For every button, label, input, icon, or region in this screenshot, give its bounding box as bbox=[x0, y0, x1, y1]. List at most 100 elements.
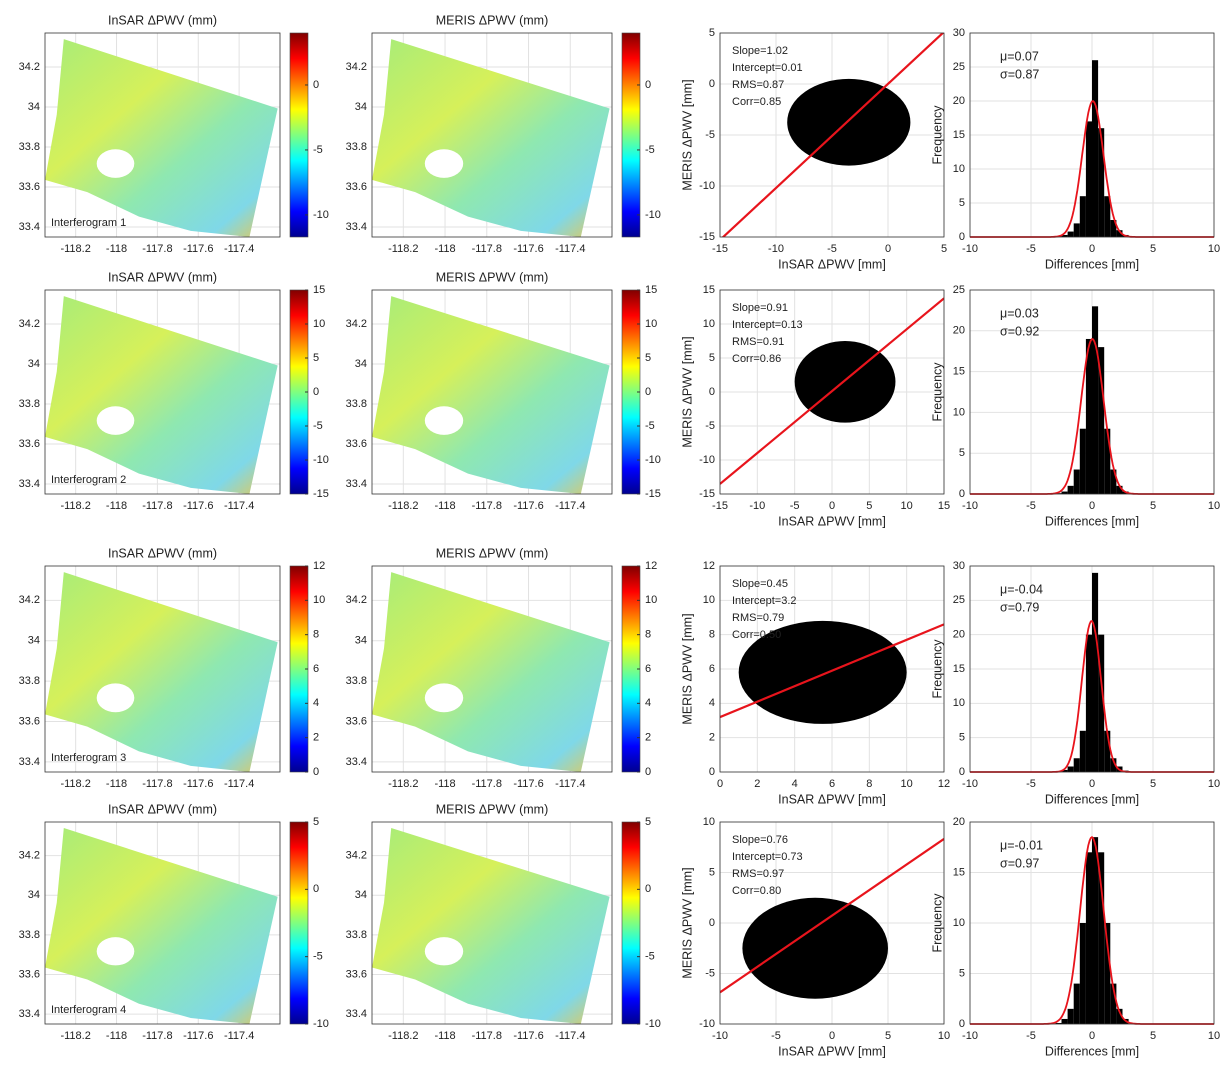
map-swath bbox=[45, 296, 278, 494]
stat-label: Corr=0.80 bbox=[732, 885, 781, 897]
x-tick-label: 10 bbox=[1208, 243, 1220, 255]
x-tick-label: -5 bbox=[771, 1030, 781, 1042]
y-tick-label: 34 bbox=[28, 101, 40, 113]
x-tick-label: 10 bbox=[1208, 500, 1220, 512]
y-tick-label: -10 bbox=[699, 180, 715, 192]
map-hole bbox=[424, 406, 464, 435]
colorbar-tick-label: 0 bbox=[313, 79, 319, 91]
x-tick-label: 0 bbox=[717, 778, 723, 790]
axes-frame bbox=[969, 821, 1215, 1025]
y-tick-label: -15 bbox=[699, 231, 715, 243]
x-tick-label: 5 bbox=[866, 500, 872, 512]
hist-bar bbox=[1110, 983, 1117, 1024]
colorbar bbox=[289, 821, 309, 1025]
x-tick-label: -5 bbox=[1026, 243, 1036, 255]
y-tick-label: 34 bbox=[28, 889, 40, 901]
hist-bar bbox=[1073, 983, 1080, 1024]
x-tick-label: 0 bbox=[1089, 1030, 1095, 1042]
y-tick-label: 20 bbox=[953, 816, 965, 828]
map-title: InSAR ΔPWV (mm) bbox=[108, 546, 217, 560]
hist-bar bbox=[1116, 230, 1123, 237]
axes-frame bbox=[371, 565, 613, 773]
map-annotation: Interferogram 4 bbox=[51, 1004, 126, 1016]
stat-label: μ=-0.01 bbox=[1000, 838, 1043, 852]
colorbar-tick-label: 6 bbox=[313, 663, 319, 675]
map-title: InSAR ΔPWV (mm) bbox=[108, 270, 217, 284]
x-tick-label: 5 bbox=[1150, 778, 1156, 790]
hist-bar bbox=[1079, 923, 1086, 1024]
x-axis-label: InSAR ΔPWV [mm] bbox=[778, 257, 886, 271]
y-tick-label: 33.8 bbox=[346, 141, 367, 153]
y-tick-label: 25 bbox=[953, 594, 965, 606]
colorbar-tick-label: 0 bbox=[313, 883, 319, 895]
y-tick-label: 0 bbox=[709, 917, 715, 929]
x-tick-label: -117.4 bbox=[224, 243, 254, 255]
x-tick-label: -118 bbox=[434, 778, 455, 790]
y-tick-label: 34.2 bbox=[346, 850, 367, 862]
y-tick-label: 2 bbox=[709, 732, 715, 744]
axes-frame bbox=[969, 289, 1215, 495]
x-tick-label: -117.8 bbox=[472, 1030, 502, 1042]
stat-label: Corr=0.85 bbox=[732, 96, 781, 108]
stat-label: σ=0.79 bbox=[1000, 600, 1039, 614]
map-hole bbox=[96, 149, 135, 178]
colorbar-tick-label: -5 bbox=[313, 420, 323, 432]
x-tick-label: 0 bbox=[829, 500, 835, 512]
x-tick-label: 5 bbox=[885, 1030, 891, 1042]
y-tick-label: 33.4 bbox=[346, 221, 367, 233]
hist-bar bbox=[1085, 121, 1092, 237]
y-axis-label: MERIS ΔPWV [mm] bbox=[680, 79, 694, 190]
x-tick-label: -117.6 bbox=[183, 243, 213, 255]
map-hole bbox=[96, 937, 135, 966]
y-tick-label: 33.6 bbox=[346, 715, 367, 727]
y-tick-label: 4 bbox=[709, 697, 715, 709]
colorbar-tick-label: 2 bbox=[645, 732, 651, 744]
map-title: MERIS ΔPWV (mm) bbox=[436, 13, 549, 27]
y-tick-label: 33.8 bbox=[346, 398, 367, 410]
axes-frame bbox=[44, 821, 281, 1025]
axes-frame bbox=[371, 289, 613, 495]
x-tick-label: -118.2 bbox=[388, 778, 418, 790]
x-tick-label: 0 bbox=[885, 243, 891, 255]
y-tick-label: 33.8 bbox=[346, 675, 367, 687]
map-hole bbox=[424, 149, 464, 178]
y-tick-label: 0 bbox=[959, 1018, 965, 1030]
hist-bar bbox=[1098, 634, 1105, 772]
fit-line bbox=[720, 297, 944, 485]
stat-label: RMS=0.79 bbox=[732, 612, 784, 624]
colorbar-tick-label: 4 bbox=[313, 697, 319, 709]
y-tick-label: 10 bbox=[953, 697, 965, 709]
axes-frame bbox=[371, 821, 613, 1025]
hist-bar bbox=[1073, 469, 1080, 494]
x-tick-label: -118.2 bbox=[60, 243, 90, 255]
map-swath bbox=[372, 572, 610, 772]
colorbar-tick-label: -5 bbox=[645, 951, 655, 963]
hist-bar bbox=[1092, 306, 1099, 494]
x-tick-label: -10 bbox=[749, 500, 765, 512]
x-axis-label: Differences [mm] bbox=[1045, 257, 1139, 271]
y-tick-label: 33.4 bbox=[19, 1008, 40, 1020]
hist-bar bbox=[1098, 852, 1105, 1024]
y-tick-label: 10 bbox=[953, 917, 965, 929]
point-cloud bbox=[738, 620, 907, 724]
x-tick-label: -5 bbox=[1026, 500, 1036, 512]
hist-bar bbox=[1061, 1018, 1068, 1024]
axes-frame bbox=[719, 821, 945, 1025]
stat-label: Corr=0.86 bbox=[732, 353, 781, 365]
x-tick-label: -117.8 bbox=[142, 1030, 172, 1042]
y-tick-label: 0 bbox=[959, 488, 965, 500]
x-tick-label: -118 bbox=[106, 778, 127, 790]
y-tick-label: 33.6 bbox=[346, 438, 367, 450]
x-tick-label: -118.2 bbox=[388, 500, 418, 512]
colorbar-tick-label: -10 bbox=[313, 1018, 329, 1030]
colorbar bbox=[621, 821, 641, 1025]
x-tick-label: -118.2 bbox=[60, 778, 90, 790]
map-hole bbox=[96, 406, 135, 435]
y-axis-label: MERIS ΔPWV [mm] bbox=[680, 867, 694, 978]
hist-bar bbox=[1092, 837, 1099, 1024]
hist-bar bbox=[1116, 1008, 1123, 1024]
point-cloud bbox=[787, 78, 911, 166]
x-tick-label: -117.4 bbox=[224, 500, 254, 512]
hist-bar bbox=[1085, 338, 1092, 494]
y-tick-label: 20 bbox=[953, 95, 965, 107]
